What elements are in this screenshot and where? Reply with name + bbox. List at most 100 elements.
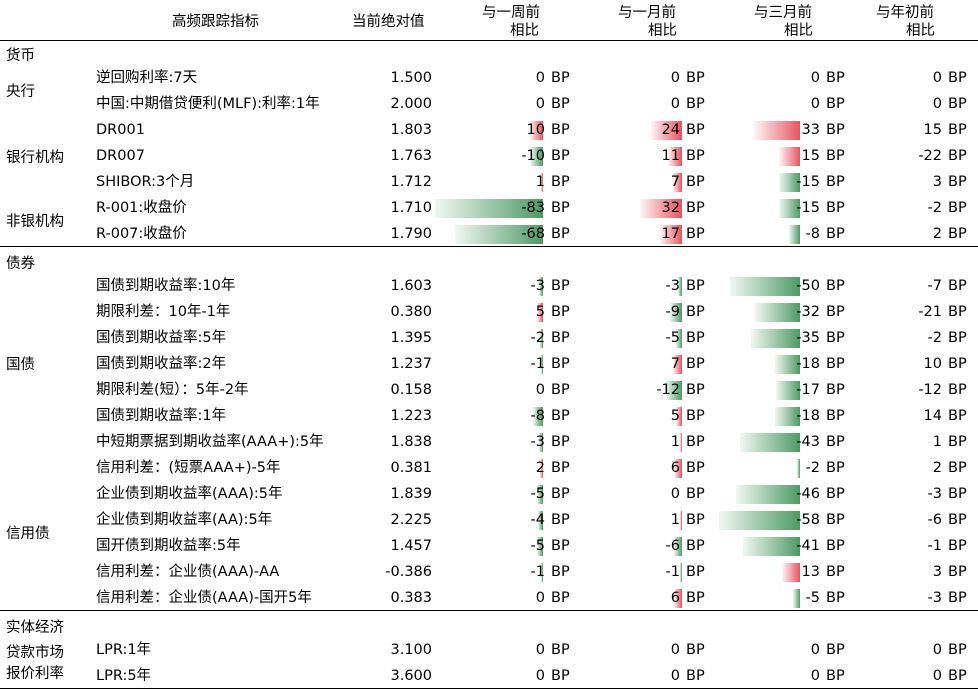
change-value-m: -1 xyxy=(665,564,680,580)
unit-label: BP xyxy=(948,174,967,190)
change-value-q: 13 xyxy=(801,564,820,580)
change-value-w: 1 xyxy=(535,174,545,190)
change-value-q: 0 xyxy=(810,96,820,112)
change-value-w: -1 xyxy=(530,356,545,372)
change-bar-w xyxy=(540,459,543,478)
table-row: 信用利差：(短票AAA+)-5年 0.381 2 BP 6 BP -2 BP 2 BP xyxy=(0,455,978,481)
unit-label: BP xyxy=(948,356,967,372)
current-value: 1.500 xyxy=(390,70,432,86)
header-current-value: 当前绝对值 xyxy=(352,14,425,30)
change-bar-q xyxy=(774,355,800,374)
category-lpr-line2: 报价利率 xyxy=(6,666,64,682)
table-row: 企业债到期收益率(AA):5年 2.225 -4 BP 1 BP -58 BP -6 BP xyxy=(0,507,978,533)
unit-label: BP xyxy=(551,486,570,502)
category-credit: 信用债 xyxy=(6,526,50,542)
current-value: 2.225 xyxy=(390,512,432,528)
current-value: 2.000 xyxy=(390,96,432,112)
unit-label: BP xyxy=(826,564,845,580)
change-value-y: 2 xyxy=(932,460,942,476)
indicator-name: 国债到期收益率:2年 xyxy=(96,356,227,372)
unit-label: BP xyxy=(826,174,845,190)
indicator-name: 逆回购利率:7天 xyxy=(96,70,198,86)
unit-label: BP xyxy=(551,70,570,86)
change-bar-m xyxy=(675,329,682,348)
change-value-w: -68 xyxy=(521,226,545,242)
indicator-name: 中短期票据到期收益率(AAA+):5年 xyxy=(96,434,324,450)
unit-label: BP xyxy=(948,122,967,138)
change-bar-w xyxy=(541,563,543,582)
current-value: 0.383 xyxy=(390,590,432,606)
change-value-y: 3 xyxy=(932,564,942,580)
change-value-q: -35 xyxy=(796,330,820,346)
unit-label: BP xyxy=(826,278,845,294)
change-bar-q xyxy=(779,147,800,166)
unit-label: BP xyxy=(948,408,967,424)
change-value-w: -83 xyxy=(521,200,545,216)
unit-label: BP xyxy=(826,460,845,476)
change-value-q: -58 xyxy=(796,512,820,528)
change-value-m: 5 xyxy=(670,408,680,424)
change-value-w: -5 xyxy=(530,486,545,502)
unit-label: BP xyxy=(826,590,845,606)
change-bar-m xyxy=(675,407,682,426)
header-quarter-line1: 与三月前 xyxy=(754,5,812,21)
unit-label: BP xyxy=(686,96,705,112)
change-value-w: -3 xyxy=(530,434,545,450)
indicator-name: SHIBOR:3个月 xyxy=(96,174,195,190)
change-bar-m xyxy=(674,459,682,478)
indicator-name: 企业债到期收益率(AAA):5年 xyxy=(96,486,283,502)
unit-label: BP xyxy=(551,590,570,606)
change-bar-w xyxy=(530,147,543,166)
change-value-w: -10 xyxy=(521,148,545,164)
change-value-q: -15 xyxy=(796,200,820,216)
change-value-w: 2 xyxy=(535,460,545,476)
change-bar-m xyxy=(670,303,682,322)
change-value-q: 15 xyxy=(801,148,820,164)
section-bond: 债券 xyxy=(6,256,35,272)
change-value-m: -9 xyxy=(665,304,680,320)
change-value-m: 6 xyxy=(670,590,680,606)
change-bar-q xyxy=(718,511,800,530)
header-rule xyxy=(0,40,978,41)
unit-label: BP xyxy=(948,96,967,112)
change-bar-m xyxy=(674,537,682,556)
unit-label: BP xyxy=(948,668,967,684)
change-bar-q xyxy=(781,563,800,582)
change-value-q: -2 xyxy=(805,460,820,476)
unit-label: BP xyxy=(551,304,570,320)
current-value: 3.100 xyxy=(390,642,432,658)
change-bar-q xyxy=(779,199,800,218)
change-value-q: -5 xyxy=(805,590,820,606)
current-value: 0.158 xyxy=(390,382,432,398)
change-bar-q xyxy=(774,407,800,426)
change-value-q: -50 xyxy=(796,278,820,294)
current-value: 1.457 xyxy=(390,538,432,554)
change-value-y: -12 xyxy=(918,382,942,398)
unit-label: BP xyxy=(686,486,705,502)
unit-label: BP xyxy=(686,590,705,606)
header-week-line1: 与一周前 xyxy=(482,5,540,21)
change-bar-m xyxy=(672,355,682,374)
bond-section-rule xyxy=(0,610,978,611)
table-row: 期限利差(短）：5年-2年 0.158 0 BP -12 BP -17 BP -12 BP xyxy=(0,377,978,403)
change-value-q: -46 xyxy=(796,486,820,502)
change-value-y: 0 xyxy=(932,96,942,112)
change-value-q: 33 xyxy=(801,122,820,138)
change-bar-q xyxy=(753,121,800,140)
indicator-name: R-007:收盘价 xyxy=(96,226,187,242)
unit-label: BP xyxy=(948,382,967,398)
change-value-m: -3 xyxy=(665,278,680,294)
table-row: LPR:1年 3.100 0 BP 0 BP 0 BP 0 BP xyxy=(0,637,978,663)
unit-label: BP xyxy=(551,434,570,450)
unit-label: BP xyxy=(826,122,845,138)
change-value-w: 0 xyxy=(535,668,545,684)
unit-label: BP xyxy=(686,356,705,372)
unit-label: BP xyxy=(551,538,570,554)
current-value: 1.838 xyxy=(390,434,432,450)
change-bar-q xyxy=(788,225,800,244)
change-value-w: 0 xyxy=(535,642,545,658)
table-row: R-001:收盘价 1.710 -83 BP 32 BP -15 BP -2 BP xyxy=(0,195,978,221)
change-value-m: 7 xyxy=(670,174,680,190)
unit-label: BP xyxy=(826,226,845,242)
change-value-m: 0 xyxy=(670,668,680,684)
